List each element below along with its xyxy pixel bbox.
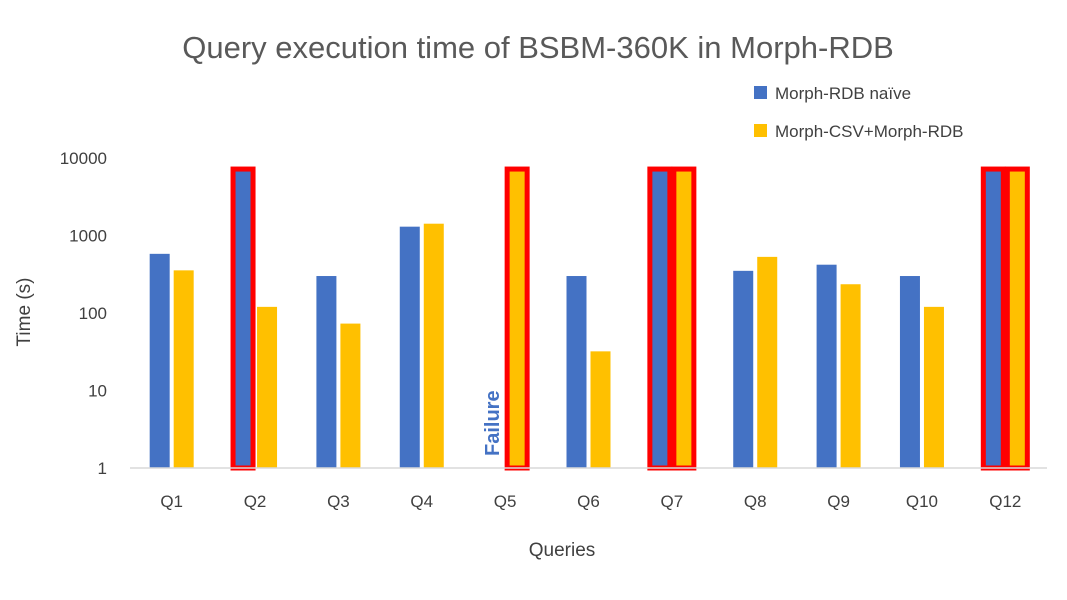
bars xyxy=(130,166,1047,471)
bar-q9-series-2 xyxy=(840,284,861,468)
x-tick-label: Q10 xyxy=(906,492,938,511)
chart-title: Query execution time of BSBM-360K in Mor… xyxy=(182,30,894,65)
bar-q2-series-2 xyxy=(257,306,278,468)
bar-q10-series-1 xyxy=(899,276,920,468)
x-tick-label: Q8 xyxy=(744,492,767,511)
bar-q4-series-2 xyxy=(423,223,444,468)
bar-q3-series-2 xyxy=(340,323,361,468)
bar-q9-series-1 xyxy=(816,264,837,468)
y-tick-label: 1000 xyxy=(69,227,107,246)
legend-label: Morph-CSV+Morph-RDB xyxy=(775,122,963,141)
bar-q5-series-2 xyxy=(504,166,530,471)
x-tick-label: Q4 xyxy=(410,492,433,511)
x-tick-label: Q2 xyxy=(244,492,267,511)
bar-q6-series-1 xyxy=(566,276,587,468)
y-tick-label: 1 xyxy=(98,459,107,478)
bar-q12-series-2 xyxy=(1004,166,1030,471)
bar-q1-series-1 xyxy=(149,253,170,468)
legend: Morph-RDB naïve Morph-CSV+Morph-RDB xyxy=(754,84,963,141)
bar-q10-series-2 xyxy=(923,306,944,468)
x-tick-label: Q1 xyxy=(160,492,183,511)
bar-q4-series-1 xyxy=(399,226,420,468)
y-tick-label: 100 xyxy=(79,304,107,323)
x-tick-label: Q5 xyxy=(494,492,517,511)
failure-annotation: Failure xyxy=(482,390,504,456)
y-tick-label: 10 xyxy=(88,382,107,401)
x-axis-ticks: Q1 Q2 Q3 Q4 Q5 Q6 Q7 Q8 Q9 Q10 Q12 xyxy=(160,492,1021,511)
x-tick-label: Q6 xyxy=(577,492,600,511)
x-tick-label: Q3 xyxy=(327,492,350,511)
bar-q12-series-1 xyxy=(980,166,1006,471)
x-tick-label: Q9 xyxy=(827,492,850,511)
bar-q1-series-2 xyxy=(173,270,194,468)
bar-q6-series-2 xyxy=(590,351,611,468)
bar-q3-series-1 xyxy=(316,276,337,468)
bar-q2-series-1 xyxy=(230,166,256,471)
x-axis-title: Queries xyxy=(529,540,596,561)
bar-q7-series-1 xyxy=(647,166,673,471)
bar-q8-series-2 xyxy=(757,256,778,468)
x-tick-label: Q12 xyxy=(989,492,1021,511)
y-tick-label: 10000 xyxy=(60,149,107,168)
y-axis-title: Time (s) xyxy=(14,278,35,347)
y-axis-ticks: 1 10 100 1000 10000 xyxy=(60,149,107,478)
legend-swatch xyxy=(754,86,767,99)
legend-label: Morph-RDB naïve xyxy=(775,84,911,103)
annotations: Failure xyxy=(482,390,504,456)
legend-swatch xyxy=(754,124,767,137)
bar-q8-series-1 xyxy=(733,270,754,468)
bar-q7-series-2 xyxy=(671,166,697,471)
x-tick-label: Q7 xyxy=(661,492,684,511)
